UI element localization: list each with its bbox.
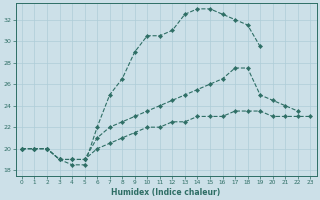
- X-axis label: Humidex (Indice chaleur): Humidex (Indice chaleur): [111, 188, 221, 197]
